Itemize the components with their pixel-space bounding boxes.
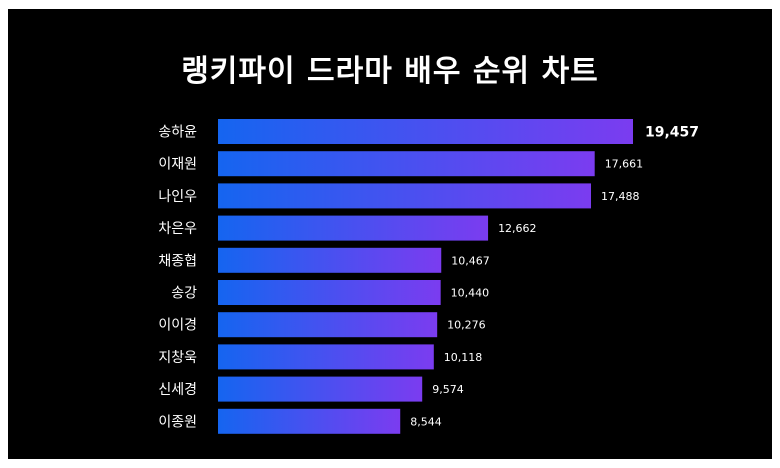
value-label: 12,662 — [498, 222, 536, 235]
category-label: 이종원 — [158, 414, 197, 430]
value-label: 19,457 — [645, 125, 699, 141]
value-label: 10,118 — [444, 351, 483, 364]
chart-title: 랭키파이 드라마 배우 순위 차트 — [181, 54, 599, 89]
value-label: 17,661 — [605, 158, 644, 171]
value-label: 17,488 — [601, 190, 640, 203]
category-label: 송강 — [171, 286, 197, 302]
bar — [218, 215, 489, 241]
bar — [218, 151, 595, 177]
bar — [218, 312, 438, 338]
value-label: 10,440 — [451, 287, 490, 300]
value-label: 9,574 — [432, 383, 464, 396]
category-label: 이재원 — [158, 157, 197, 173]
value-label: 10,276 — [447, 319, 486, 332]
category-label: 채종협 — [158, 253, 197, 269]
bar — [218, 376, 423, 402]
bar — [218, 344, 434, 370]
category-label: 나인우 — [158, 189, 197, 205]
category-label: 차은우 — [158, 221, 197, 237]
category-label: 이이경 — [158, 318, 197, 334]
bar — [218, 119, 633, 144]
bar — [218, 183, 592, 209]
bar — [218, 408, 401, 434]
category-label: 송하윤 — [158, 125, 197, 141]
bar — [218, 247, 442, 273]
value-label: 10,467 — [451, 254, 490, 267]
category-label: 지창욱 — [158, 350, 197, 366]
value-label: 8,544 — [410, 415, 442, 428]
category-label: 신세경 — [158, 382, 197, 398]
bar — [218, 280, 441, 305]
